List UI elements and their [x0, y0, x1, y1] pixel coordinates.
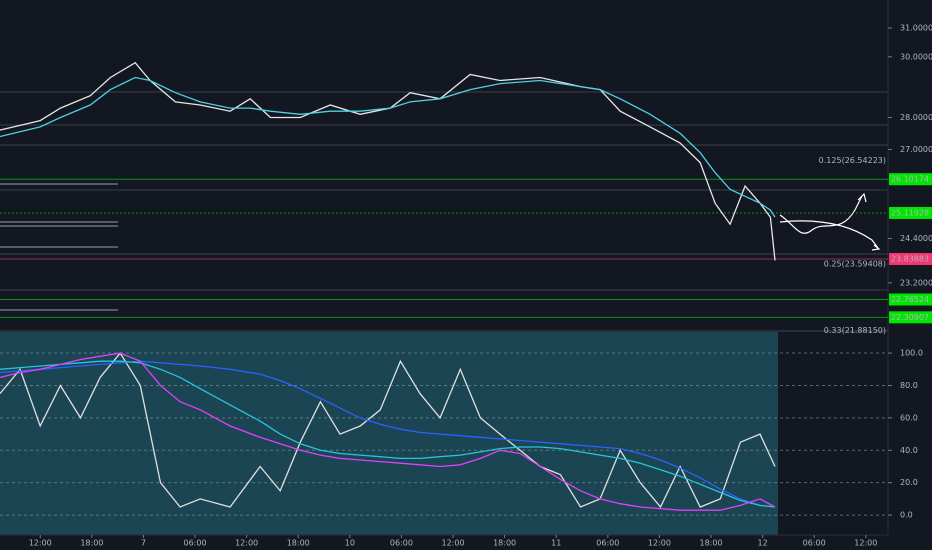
x-tick-label: 12:00 — [854, 539, 877, 548]
price-label-box — [889, 173, 932, 186]
x-tick-label: 12 — [758, 539, 768, 548]
x-tick-label: 12:00 — [29, 539, 52, 548]
y-tick-label: 31.00000 — [900, 23, 932, 32]
fib-lines — [0, 91, 888, 311]
fib-label: 0.125(26.54223) — [819, 156, 886, 165]
y-tick-label: 40.0 — [900, 446, 918, 455]
price-label-box — [889, 252, 932, 265]
y-tick-label: 60.0 — [900, 413, 918, 422]
x-tick-label: 18:00 — [699, 539, 722, 548]
series-line — [0, 61, 776, 261]
x-tick-label: 7 — [141, 539, 146, 548]
x-tick-label: 06:00 — [803, 539, 826, 548]
x-tick-label: 18:00 — [80, 539, 103, 548]
fib-label: 0.33(21.88150) — [824, 326, 886, 335]
price-label: 22.30907 — [891, 313, 929, 322]
price-label-box — [889, 293, 932, 306]
x-tick-label: 12:00 — [648, 539, 671, 548]
y-tick-label: 100.0 — [900, 349, 923, 358]
x-tick-label: 18:00 — [287, 539, 310, 548]
series-line — [0, 352, 776, 511]
y-tick-label: 24.40000 — [900, 234, 932, 243]
x-tick-label: 12:00 — [235, 539, 258, 548]
x-tick-label: 18:00 — [493, 539, 516, 548]
series-line — [0, 76, 776, 218]
price-label: 23.83883 — [891, 254, 929, 263]
y-tick-label: 80.0 — [900, 381, 918, 390]
y-tick-label: 30.00000 — [900, 52, 932, 61]
series-line — [0, 360, 776, 508]
y-tick-label: 20.0 — [900, 478, 918, 487]
price-label: 26.10174 — [891, 175, 929, 184]
price-label: 25.11928 — [891, 208, 929, 217]
y-tick-label: 28.00000 — [900, 113, 932, 122]
oscillator-background — [0, 332, 778, 535]
projection-drawing — [779, 192, 881, 251]
price-label: 22.76524 — [891, 295, 929, 304]
series-line — [0, 351, 776, 509]
x-tick-label: 06:00 — [184, 539, 207, 548]
price-label-box — [889, 311, 932, 324]
x-tick-label: 11 — [551, 539, 561, 548]
fib-label: 0.25(23.59408) — [824, 260, 886, 269]
x-tick-label: 10 — [345, 539, 355, 548]
x-tick-label: 06:00 — [596, 539, 619, 548]
y-tick-label: 27.00000 — [900, 145, 932, 154]
x-tick-label: 12:00 — [441, 539, 464, 548]
x-tick-label: 06:00 — [390, 539, 413, 548]
price-label-box — [889, 206, 932, 219]
y-tick-label: 0.0 — [900, 511, 913, 520]
